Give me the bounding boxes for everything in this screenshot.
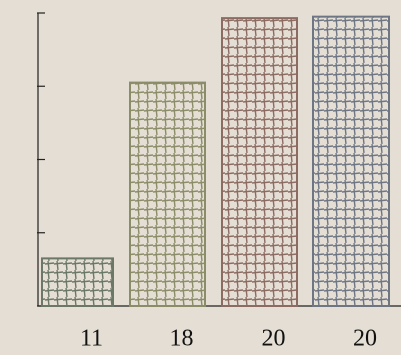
bar [221, 17, 298, 307]
x-tick-label: 20 [353, 326, 377, 352]
x-tick-label: 11 [80, 326, 103, 352]
bar [41, 257, 114, 308]
bar [129, 81, 206, 308]
bar [312, 15, 390, 307]
x-tick-label: 18 [170, 326, 194, 352]
x-tick-label: 20 [262, 326, 286, 352]
